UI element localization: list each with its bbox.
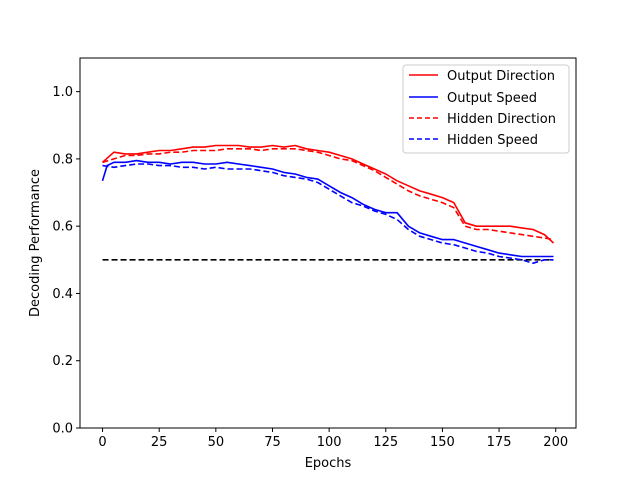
x-tick-label: 25 [151, 435, 168, 450]
x-tick-label: 75 [264, 435, 281, 450]
axis-ticks: 0 25 50 75 100 125 150 175 200 0.0 0.2 0.4 0.6 0.8 1.0 [52, 85, 568, 450]
plot-area [101, 144, 555, 265]
legend-label-output-speed: Output Speed [447, 91, 537, 106]
y-tick-label: 0.6 [52, 220, 73, 235]
legend-label-output-direction: Output Direction [447, 69, 555, 84]
axes-frame [79, 57, 577, 429]
y-tick-label: 0.8 [52, 152, 73, 167]
y-tick-label: 0.2 [52, 354, 73, 369]
y-tick-label: 0.0 [52, 422, 73, 437]
series-line-output-speed [101, 159, 554, 258]
x-tick-label: 0 [98, 435, 106, 450]
y-tick-label: 0.4 [52, 287, 73, 302]
legend-box [402, 64, 570, 154]
y-tick-label: 1.0 [52, 85, 73, 100]
legend-label-hidden-speed: Hidden Speed [447, 133, 538, 148]
x-tick-label: 150 [430, 435, 455, 450]
series-line-hidden-direction [102, 148, 554, 241]
legend-label-hidden-direction: Hidden Direction [447, 112, 556, 127]
x-tick-label: 100 [317, 435, 342, 450]
series-line-output-direction [101, 144, 555, 244]
x-tick-label: 175 [487, 435, 512, 450]
x-axis-label: Epochs [305, 456, 352, 471]
legend: Output Direction Output Speed Hidden Dir… [402, 64, 570, 154]
y-axis-label: Decoding Performance [28, 169, 43, 317]
x-tick-label: 50 [208, 435, 225, 450]
x-tick-label: 200 [543, 435, 568, 450]
series-line-hidden-speed [102, 163, 554, 265]
x-tick-label: 125 [373, 435, 398, 450]
